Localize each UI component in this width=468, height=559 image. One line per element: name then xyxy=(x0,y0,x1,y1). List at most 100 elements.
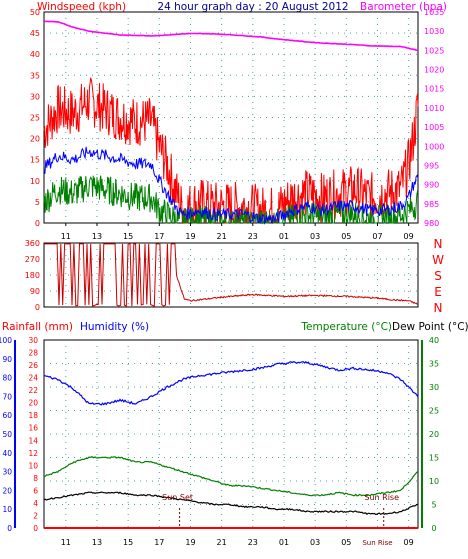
dewpoint-axis-title: Dew Point (°C) xyxy=(392,321,468,333)
rain-tick-label: 16 xyxy=(28,424,38,433)
temp-x-tick-label: 09 xyxy=(404,538,414,547)
series-layer xyxy=(43,20,419,529)
wind-x-tick-label: 15 xyxy=(123,232,133,241)
humidity-tick-label: 0 xyxy=(7,524,12,533)
wind-x-tick-label: 07 xyxy=(372,232,382,241)
wind-x-tick-label: 09 xyxy=(404,232,414,241)
barometer-tick-label: 1035 xyxy=(424,8,444,17)
temp-x-tick-label: 23 xyxy=(248,538,258,547)
compass-label: S xyxy=(434,269,442,283)
wind-x-tick-label: 01 xyxy=(279,232,289,241)
compass-label: E xyxy=(434,285,442,299)
rain-tick-label: 22 xyxy=(28,386,38,395)
humidity-tick-label: 40 xyxy=(2,449,12,458)
wind-x-tick-label: 17 xyxy=(154,232,164,241)
sunrise-annotation: Sun Rise xyxy=(364,493,399,502)
windspeed-low-series xyxy=(43,175,419,225)
humidity-axis-title: Humidity (%) xyxy=(80,321,149,333)
windspeed-axis-title: Windspeed (kph) xyxy=(37,1,126,13)
wind-tick-label: 30 xyxy=(30,92,40,101)
sunset-annotation: Sun Set xyxy=(162,493,193,502)
temp-x-tick-label: 13 xyxy=(92,538,102,547)
rain-tick-label: 28 xyxy=(28,349,38,358)
temp-tick-label: 30 xyxy=(429,383,439,392)
direction-tick-label: 270 xyxy=(25,255,40,264)
temp-x-tick-label: 03 xyxy=(310,538,320,547)
wind-tick-label: 10 xyxy=(30,177,40,186)
barometer-tick-label: 980 xyxy=(424,219,439,228)
temp-x-tick-label: 21 xyxy=(217,538,227,547)
humidity-series xyxy=(43,360,419,406)
humidity-tick-label: 70 xyxy=(2,392,12,401)
temp-tick-label: 25 xyxy=(429,407,439,416)
wind-tick-label: 15 xyxy=(30,156,40,165)
wind-tick-label: 5 xyxy=(35,198,40,207)
temp-x-tick-label: 15 xyxy=(123,538,133,547)
wind-tick-label: 45 xyxy=(30,29,40,38)
windspeed-gust-series xyxy=(43,77,419,224)
wind-tick-label: 0 xyxy=(35,219,40,228)
temp-x-tick-label: Sun Rise xyxy=(362,539,392,547)
rain-tick-label: 4 xyxy=(33,499,38,508)
barometer-tick-label: 1010 xyxy=(424,104,444,113)
rain-tick-label: 30 xyxy=(28,336,38,345)
humidity-tick-label: 80 xyxy=(2,374,12,383)
temp-x-tick-label: 11 xyxy=(61,538,71,547)
barometer-tick-label: 1030 xyxy=(424,27,444,36)
wind-x-tick-label: 03 xyxy=(310,232,320,241)
rain-tick-label: 0 xyxy=(33,524,38,533)
rain-tick-label: 14 xyxy=(28,436,38,445)
rain-tick-label: 18 xyxy=(28,411,38,420)
wind-tick-label: 25 xyxy=(30,114,40,123)
humidity-tick-label: 10 xyxy=(2,505,12,514)
rain-tick-label: 12 xyxy=(28,449,38,458)
axes-layer: 0510152025303540455098098599099510001005… xyxy=(0,8,444,547)
wind-x-tick-label: 05 xyxy=(341,232,351,241)
temperature-axis-title: Temperature (°C) xyxy=(300,321,392,333)
wind-tick-label: 35 xyxy=(30,71,40,80)
barometer-axis-title: Barometer (hpa) xyxy=(360,1,447,13)
wind-tick-label: 20 xyxy=(30,135,40,144)
compass-label: W xyxy=(432,253,444,267)
chart-title: 24 hour graph day : 20 August 2012 xyxy=(157,1,348,13)
temp-x-tick-label: 17 xyxy=(154,538,164,547)
barometer-tick-label: 1005 xyxy=(424,123,444,132)
humidity-tick-label: 30 xyxy=(2,468,12,477)
compass-label: N xyxy=(434,301,443,315)
barometer-tick-label: 995 xyxy=(424,161,439,170)
direction-tick-label: 180 xyxy=(25,271,40,280)
humidity-tick-label: 20 xyxy=(2,486,12,495)
temp-tick-label: 15 xyxy=(429,454,439,463)
temp-tick-label: 35 xyxy=(429,360,439,369)
barometer-series xyxy=(43,20,419,52)
rainfall-axis-title: Rainfall (mm) xyxy=(2,321,73,333)
humidity-tick-label: 60 xyxy=(2,411,12,420)
rain-tick-label: 26 xyxy=(28,361,38,370)
temperature-series xyxy=(43,456,419,497)
temp-tick-label: 20 xyxy=(429,430,439,439)
wind-x-tick-label: 11 xyxy=(61,232,71,241)
rain-tick-label: 2 xyxy=(33,511,38,520)
barometer-tick-label: 985 xyxy=(424,200,439,209)
wind-x-tick-label: 23 xyxy=(248,232,258,241)
rain-tick-label: 10 xyxy=(28,461,38,470)
wind-tick-label: 40 xyxy=(30,50,40,59)
compass-label: N xyxy=(434,237,443,251)
wind-direction-series xyxy=(44,243,418,307)
wind-x-tick-label: 13 xyxy=(92,232,102,241)
temp-x-tick-label: 19 xyxy=(185,538,195,547)
direction-tick-label: 90 xyxy=(30,287,40,296)
wind-tick-label: 50 xyxy=(30,8,40,17)
windspeed-average-series xyxy=(43,146,419,225)
humidity-tick-label: 90 xyxy=(2,355,12,364)
rain-tick-label: 20 xyxy=(28,399,38,408)
temp-tick-label: 5 xyxy=(431,501,436,510)
temp-x-tick-label: 05 xyxy=(341,538,351,547)
barometer-tick-label: 1020 xyxy=(424,66,444,75)
direction-tick-label: 0 xyxy=(35,303,40,312)
barometer-tick-label: 1000 xyxy=(424,142,444,151)
temp-tick-label: 0 xyxy=(431,524,436,533)
temp-tick-label: 10 xyxy=(429,477,439,486)
